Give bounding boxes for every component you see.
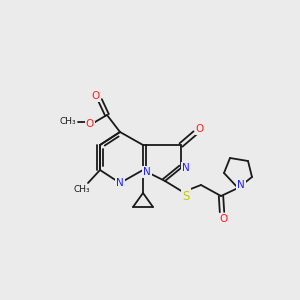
Text: CH₃: CH₃ xyxy=(74,184,90,194)
Text: S: S xyxy=(182,190,190,202)
Text: O: O xyxy=(86,119,94,129)
Text: O: O xyxy=(92,91,100,101)
Text: N: N xyxy=(116,178,124,188)
Text: N: N xyxy=(182,163,190,173)
Text: CH₃: CH₃ xyxy=(60,118,76,127)
Text: N: N xyxy=(143,167,151,177)
Text: N: N xyxy=(237,180,245,190)
Text: O: O xyxy=(196,124,204,134)
Text: O: O xyxy=(219,214,227,224)
